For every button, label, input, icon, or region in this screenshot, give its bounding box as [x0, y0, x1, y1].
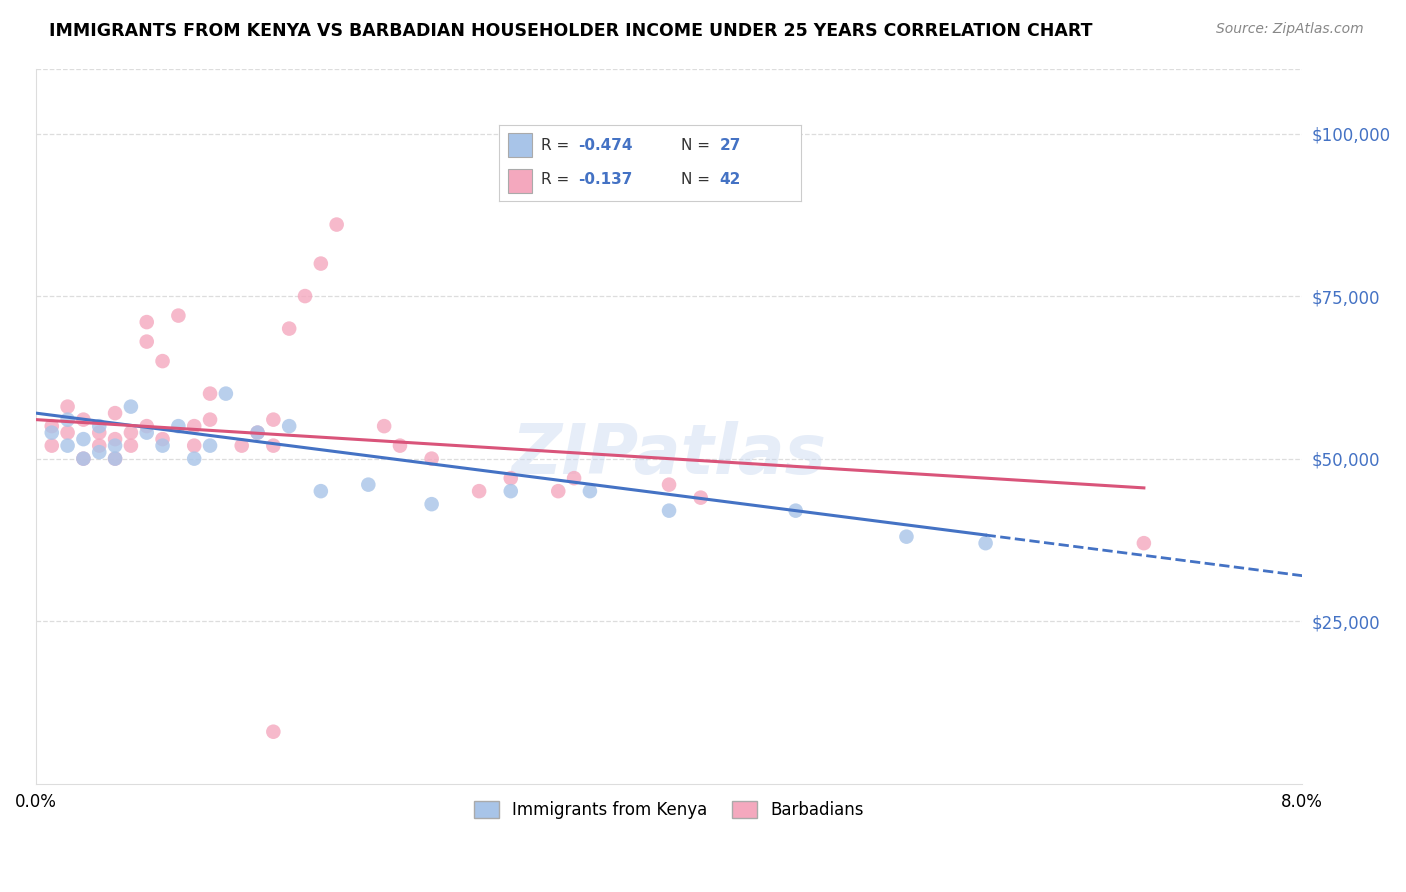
Point	[420, 497, 443, 511]
Point	[896, 530, 918, 544]
Point	[785, 503, 807, 517]
Point	[325, 218, 347, 232]
Point	[357, 477, 380, 491]
Point	[72, 451, 94, 466]
Point	[1133, 536, 1156, 550]
Point	[246, 425, 269, 440]
Text: -0.137: -0.137	[578, 172, 633, 187]
Point	[89, 439, 111, 453]
Point	[152, 432, 174, 446]
Point	[499, 484, 522, 499]
Point	[167, 419, 190, 434]
Text: N =: N =	[681, 172, 714, 187]
Point	[104, 451, 127, 466]
Point	[183, 439, 205, 453]
Point	[72, 451, 94, 466]
Point	[152, 354, 174, 368]
Point	[120, 400, 142, 414]
Point	[499, 471, 522, 485]
Point	[689, 491, 711, 505]
Text: -0.474: -0.474	[578, 138, 633, 153]
Point	[246, 425, 269, 440]
Point	[152, 439, 174, 453]
Text: R =: R =	[541, 172, 579, 187]
FancyBboxPatch shape	[508, 169, 533, 193]
Point	[309, 484, 332, 499]
Point	[135, 334, 157, 349]
Point	[72, 432, 94, 446]
Point	[198, 386, 221, 401]
Point	[89, 425, 111, 440]
Point	[294, 289, 316, 303]
Point	[120, 425, 142, 440]
Point	[120, 439, 142, 453]
Point	[41, 425, 63, 440]
Point	[231, 439, 253, 453]
Point	[373, 419, 395, 434]
Point	[262, 724, 284, 739]
Point	[309, 256, 332, 270]
Point	[135, 419, 157, 434]
Text: IMMIGRANTS FROM KENYA VS BARBADIAN HOUSEHOLDER INCOME UNDER 25 YEARS CORRELATION: IMMIGRANTS FROM KENYA VS BARBADIAN HOUSE…	[49, 22, 1092, 40]
Point	[198, 439, 221, 453]
Text: 27: 27	[720, 138, 741, 153]
Point	[41, 439, 63, 453]
Point	[72, 412, 94, 426]
Point	[468, 484, 491, 499]
Point	[278, 419, 301, 434]
Point	[562, 471, 585, 485]
Text: N =: N =	[681, 138, 714, 153]
Point	[658, 477, 681, 491]
Text: R =: R =	[541, 138, 575, 153]
Point	[89, 445, 111, 459]
Point	[262, 439, 284, 453]
Point	[135, 315, 157, 329]
Point	[388, 439, 411, 453]
Point	[56, 412, 79, 426]
Point	[215, 386, 238, 401]
Text: Source: ZipAtlas.com: Source: ZipAtlas.com	[1216, 22, 1364, 37]
Point	[658, 503, 681, 517]
Point	[278, 321, 301, 335]
Point	[420, 451, 443, 466]
Text: 42: 42	[720, 172, 741, 187]
Point	[262, 412, 284, 426]
Point	[198, 412, 221, 426]
Point	[135, 425, 157, 440]
Point	[974, 536, 997, 550]
Point	[104, 451, 127, 466]
Point	[183, 451, 205, 466]
Point	[104, 406, 127, 420]
Point	[547, 484, 569, 499]
Text: ZIPatlas: ZIPatlas	[512, 421, 827, 488]
Point	[56, 439, 79, 453]
Point	[56, 400, 79, 414]
Point	[104, 432, 127, 446]
Legend: Immigrants from Kenya, Barbadians: Immigrants from Kenya, Barbadians	[467, 794, 870, 825]
Point	[183, 419, 205, 434]
Point	[41, 419, 63, 434]
Point	[579, 484, 602, 499]
FancyBboxPatch shape	[508, 133, 533, 158]
Point	[89, 419, 111, 434]
Point	[104, 439, 127, 453]
Point	[167, 309, 190, 323]
Point	[56, 425, 79, 440]
